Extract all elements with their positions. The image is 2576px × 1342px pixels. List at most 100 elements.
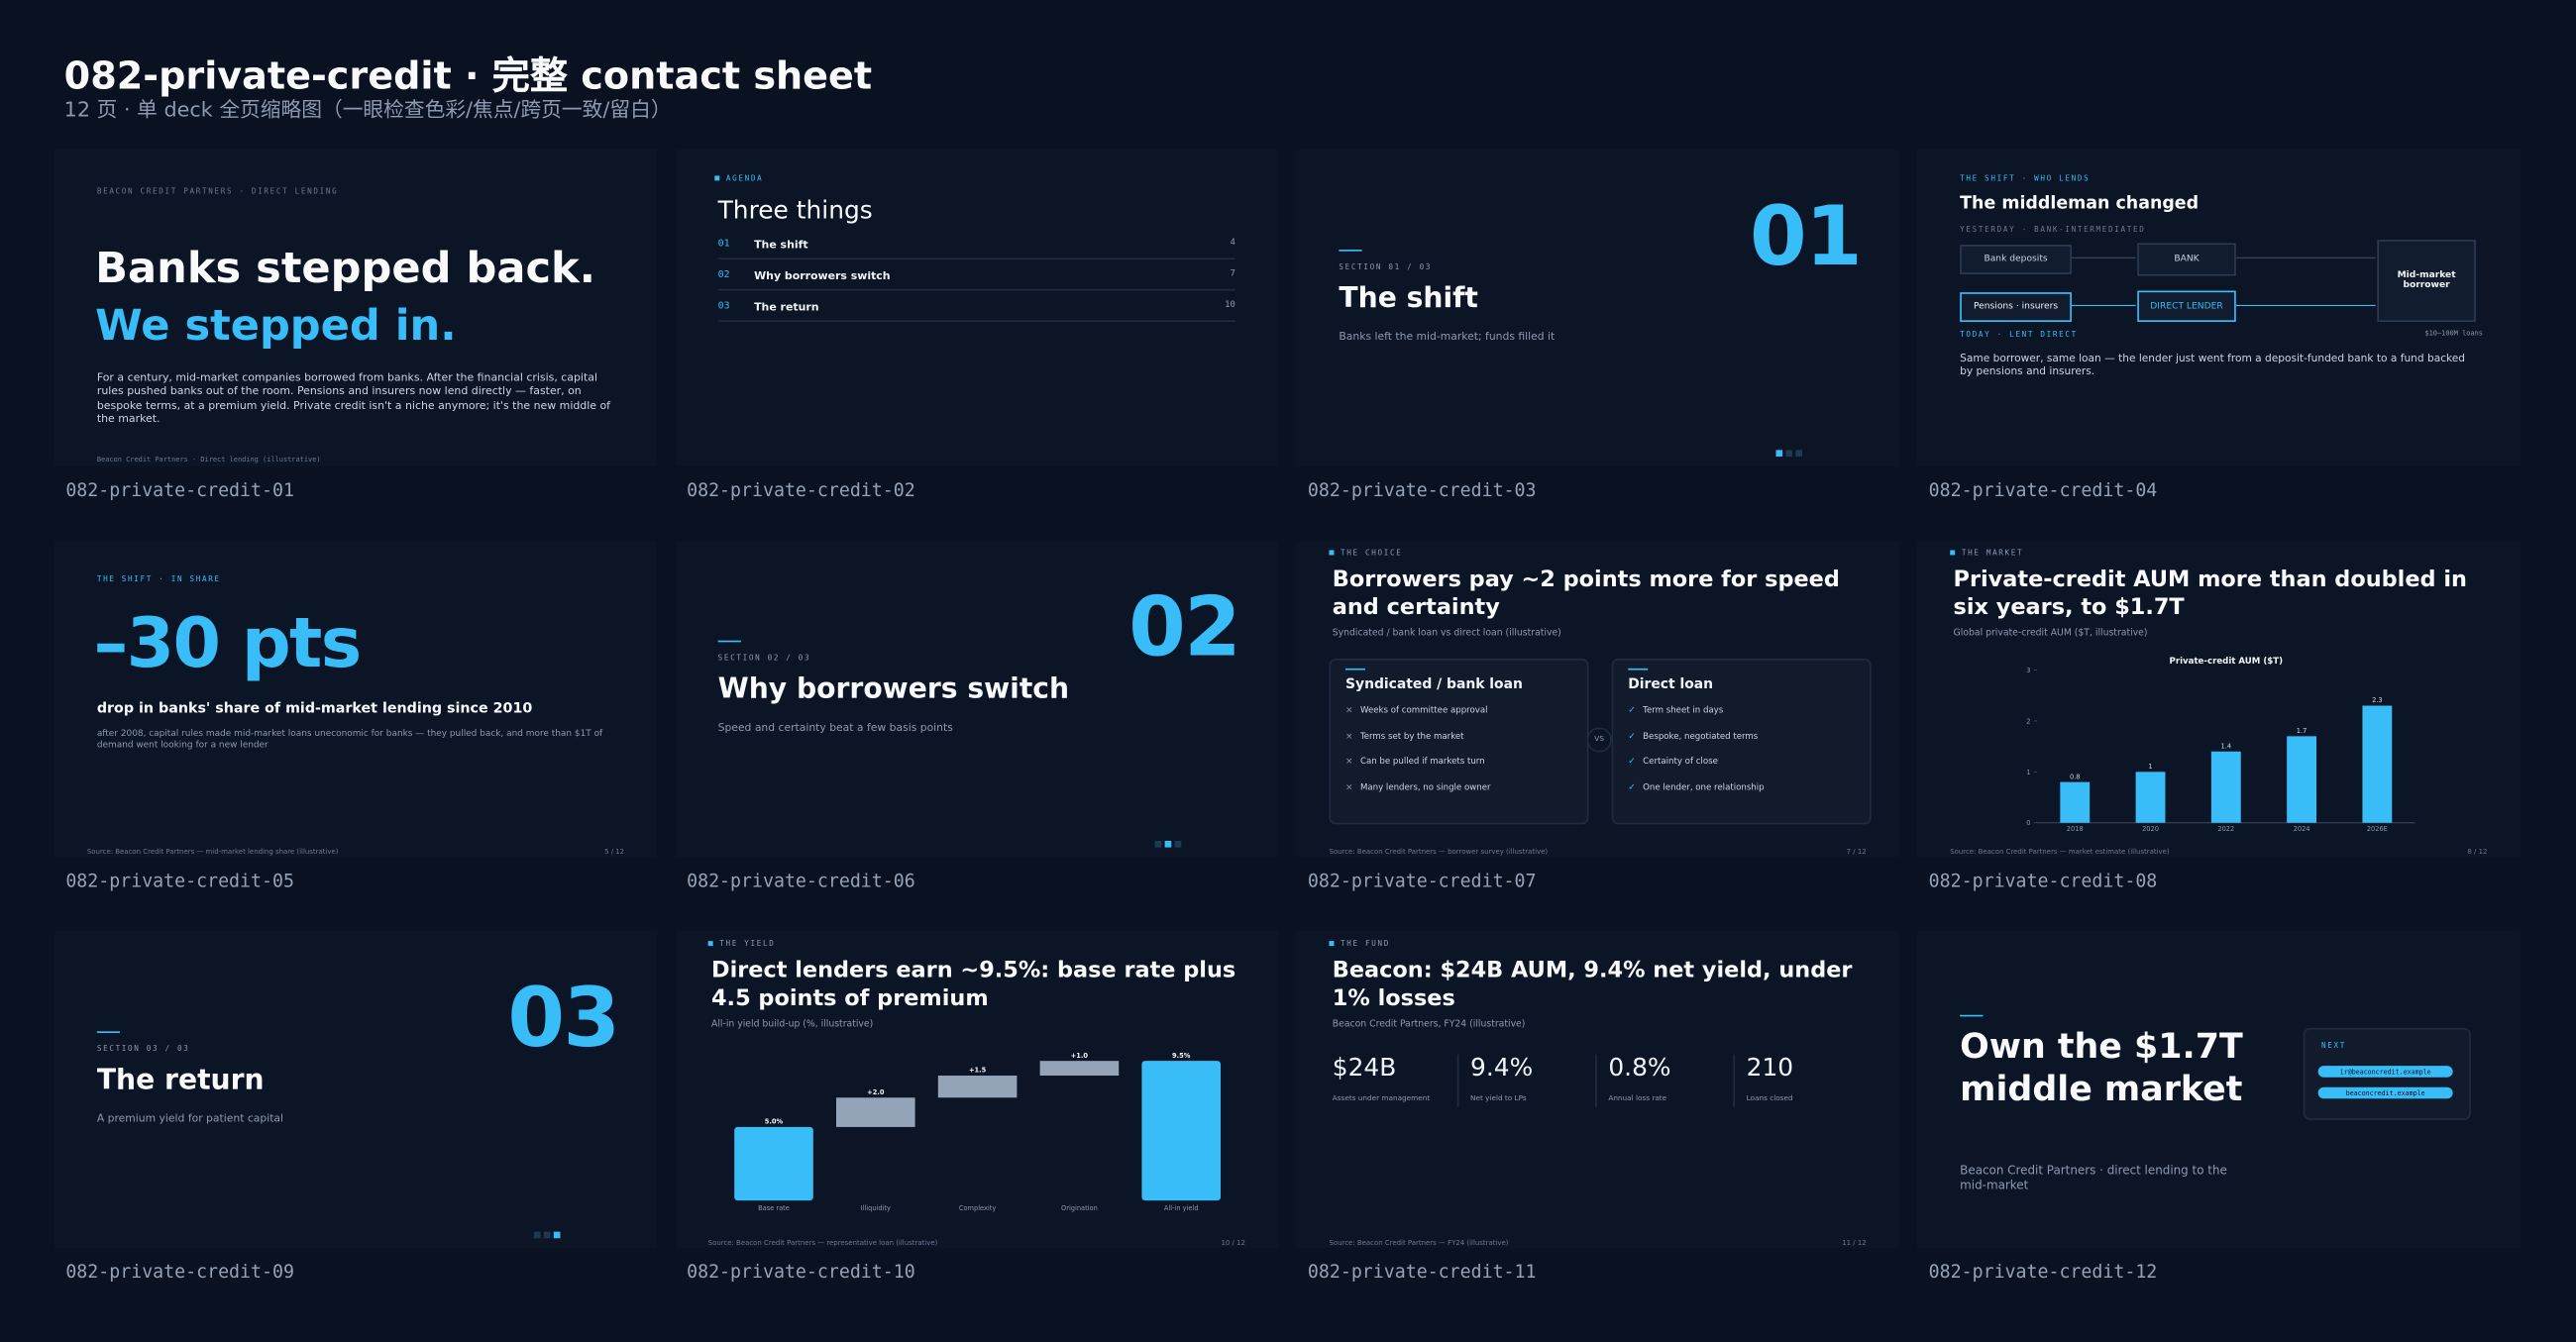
bar-chart: Private-credit AUM ($T) 0 1 2 3 0.8 2018 1 2020 1… xyxy=(2026,657,2415,833)
x-tick-label: Complexity xyxy=(959,1204,996,1212)
data-label: +2.0 xyxy=(867,1088,885,1096)
bar xyxy=(2210,751,2241,823)
slide: 03 SECTION 03 / 03 The return A premium … xyxy=(54,931,658,1249)
card-item: Can be pulled if markets turn xyxy=(1359,757,1485,768)
slide-label: 082-private-credit-12 xyxy=(1928,1261,2158,1284)
agenda-rule xyxy=(717,288,1235,290)
card-mark: × xyxy=(1345,757,1353,768)
agenda-page: 4 xyxy=(1230,238,1235,249)
slide-label: 082-private-credit-03 xyxy=(1307,479,1537,501)
slide-label: 082-private-credit-09 xyxy=(65,1261,294,1284)
waterfall-bar xyxy=(836,1097,915,1127)
kpi-divider xyxy=(1595,1054,1597,1107)
after-label: TODAY · LENT DIRECT xyxy=(1960,331,2078,341)
body-text: For a century, mid-market companies borr… xyxy=(96,370,611,426)
page-number: 5 / 12 xyxy=(604,847,625,856)
kpi-divider xyxy=(1733,1054,1735,1107)
contact-button[interactable]: ir@beaconcredit.example xyxy=(2317,1066,2453,1078)
section-number: 03 xyxy=(507,970,620,1067)
x-tick-label: 2024 xyxy=(2294,825,2310,833)
section-number: 02 xyxy=(1128,579,1241,675)
footer: Beacon Credit Partners · Direct lending … xyxy=(96,455,321,464)
x-tick-label: 2018 xyxy=(2067,825,2084,833)
slide-subtitle: Beacon Credit Partners · direct lending … xyxy=(1960,1162,2227,1192)
kpi-value: $24B xyxy=(1332,1052,1397,1083)
slide-subtitle: Beacon Credit Partners, FY24 (illustrati… xyxy=(1332,1019,1526,1030)
next-label: NEXT xyxy=(2320,1042,2346,1052)
slide-title: Own the $1.7T middle market xyxy=(1960,1026,2243,1109)
accent-rule xyxy=(1960,1014,1984,1018)
kpi-label: Net yield to LPs xyxy=(1470,1094,1527,1104)
slide-label: 082-private-credit-11 xyxy=(1307,1261,1537,1284)
data-label: 2.3 xyxy=(2372,696,2383,704)
before-label: YESTERDAY · BANK-INTERMEDIATED xyxy=(1960,226,2146,236)
slide-label: 082-private-credit-01 xyxy=(65,479,294,501)
kpi-label: Loans closed xyxy=(1746,1094,1793,1104)
bar xyxy=(2060,781,2091,823)
data-label: 1.4 xyxy=(2221,742,2232,750)
x-tick-label: 2022 xyxy=(2217,825,2234,833)
slide-subtitle: All-in yield build-up (%, illustrative) xyxy=(710,1019,874,1030)
data-label: 1.7 xyxy=(2297,727,2308,735)
accent-rule xyxy=(1345,668,1365,671)
card-mark: × xyxy=(1345,731,1353,742)
slide: THE SHIFT · IN SHARE –30 pts drop in ban… xyxy=(54,540,658,858)
pagination xyxy=(1151,823,1182,855)
waterfall-bar xyxy=(937,1076,1018,1098)
card-mark: ✓ xyxy=(1628,706,1636,716)
chart-title: Private-credit AUM ($T) xyxy=(2170,657,2284,667)
agenda-item: The shift xyxy=(754,238,808,252)
card-item: Certainty of close xyxy=(1643,757,1718,768)
accent-rule xyxy=(1339,250,1362,253)
body-text: after 2008, capital rules made mid-marke… xyxy=(96,729,603,751)
data-label: +1.0 xyxy=(1071,1052,1089,1060)
kicker: THE MARKET xyxy=(1950,550,2023,558)
card-title: Direct loan xyxy=(1628,674,1714,692)
accent-rule xyxy=(96,1031,121,1034)
x-tick-label: Origination xyxy=(1061,1204,1098,1212)
card-item: One lender, one relationship xyxy=(1643,782,1765,793)
versus-badge: VS xyxy=(1586,727,1612,753)
waterfall-chart: 5.0% Base rate +2.0 Illiquidity +1.5 Complexi… xyxy=(734,1052,1222,1212)
slide-subtitle: A premium yield for patient capital xyxy=(96,1111,284,1125)
slide-label: 082-private-credit-10 xyxy=(687,1261,915,1284)
slide-label: 082-private-credit-05 xyxy=(65,870,294,892)
card-mark: ✓ xyxy=(1628,757,1636,768)
agenda-number: 02 xyxy=(717,268,730,281)
y-tick-label: 2 xyxy=(2026,717,2030,725)
pagination xyxy=(531,1213,561,1245)
kpi-divider xyxy=(1456,1054,1458,1107)
card-item: Weeks of committee approval xyxy=(1359,706,1488,716)
data-label: 9.5% xyxy=(1172,1052,1191,1060)
loan-size: $10–100M loans xyxy=(2424,328,2483,337)
pagination xyxy=(1772,432,1803,464)
slide: 02 SECTION 02 / 03 Why borrowers switch … xyxy=(675,540,1279,858)
slide-title: The middleman changed xyxy=(1960,193,2200,214)
flow-node: Bank deposits xyxy=(1960,245,2072,274)
section-label: SECTION 02 / 03 xyxy=(717,655,811,664)
card-item: Terms set by the market xyxy=(1359,731,1464,742)
contact-button[interactable]: beaconcredit.example xyxy=(2317,1086,2453,1099)
card xyxy=(1329,658,1589,825)
card-title: Syndicated / bank loan xyxy=(1345,674,1523,692)
slide: BEACON CREDIT PARTNERS · DIRECT LENDING … xyxy=(54,149,658,466)
stat-label: drop in banks' share of mid-market lendi… xyxy=(96,701,533,718)
kicker: THE YIELD xyxy=(708,941,776,949)
waterfall-bar xyxy=(1039,1061,1120,1077)
big-stat: –30 pts xyxy=(93,602,363,683)
flow-node: DIRECT LENDER xyxy=(2137,290,2236,322)
kicker: AGENDA xyxy=(714,175,763,183)
slide-accent: We stepped in. xyxy=(95,302,457,352)
sheet-title: 082-private-credit · 完整 contact sheet xyxy=(63,55,873,99)
slide-subtitle: Syndicated / bank loan vs direct loan (i… xyxy=(1332,629,1561,640)
source: Source: Beacon Credit Partners — borrowe… xyxy=(1329,847,1549,856)
slide-subtitle: Global private-credit AUM ($T, illustrat… xyxy=(1953,629,2148,640)
section-label: SECTION 01 / 03 xyxy=(1339,263,1433,273)
page-number: 10 / 12 xyxy=(1221,1238,1245,1247)
slide-title: The return xyxy=(96,1064,265,1097)
agenda-number: 03 xyxy=(717,300,730,313)
page-number: 8 / 12 xyxy=(2467,847,2488,856)
kicker: THE CHOICE xyxy=(1329,550,1402,558)
slide: AGENDA Three things 01 The shift 4 02 Why bo… xyxy=(675,149,1279,466)
